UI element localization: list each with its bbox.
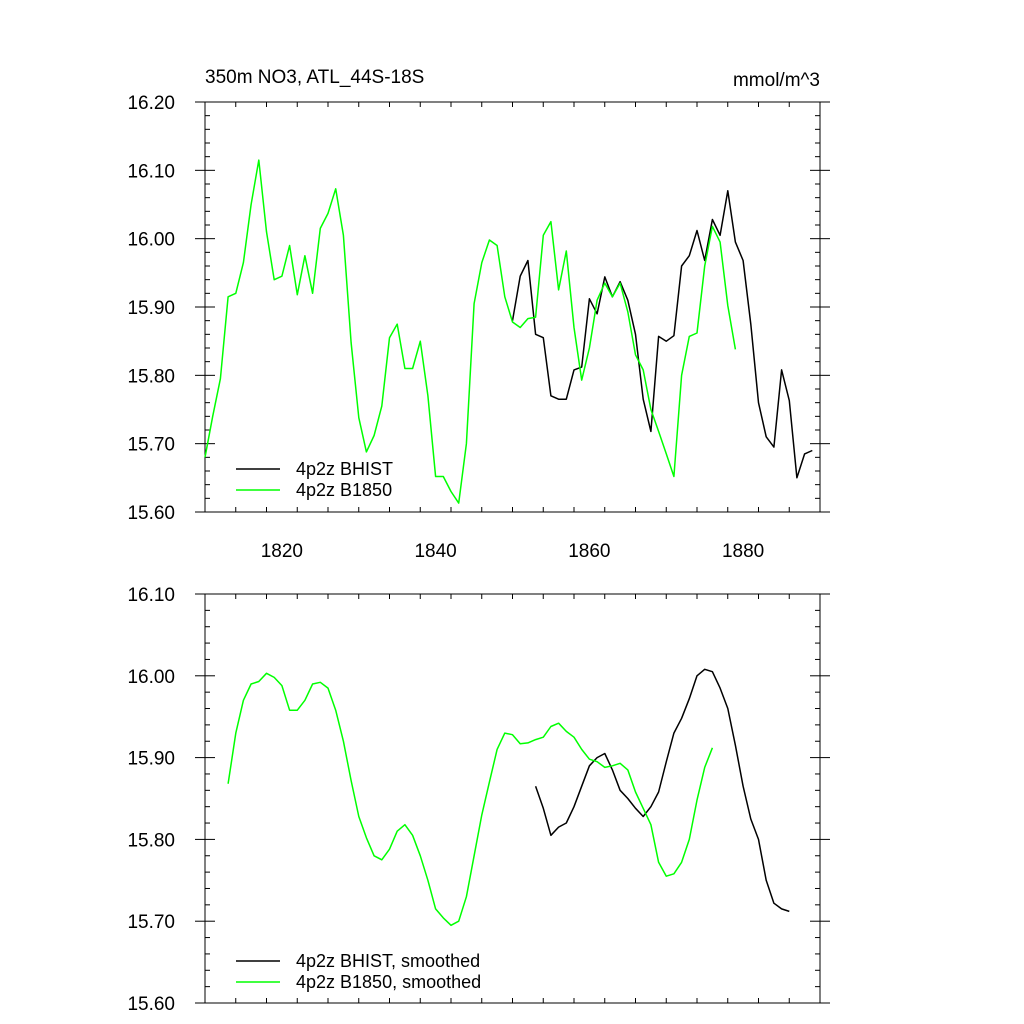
x-tick-label: 1840 [414,541,456,562]
y-tick-label: 15.90 [127,298,175,319]
y-tick-label: 16.20 [127,93,175,114]
y-tick-label: 15.60 [127,994,175,1015]
y-tick-label: 15.80 [127,830,175,851]
series-line-0 [511,190,813,479]
y-tick-label: 15.70 [127,912,175,933]
series-line-1 [227,672,714,927]
legend-label: 4p2z B1850, smoothed [296,972,481,992]
legend-label: 4p2z BHIST, smoothed [296,951,480,971]
y-tick-label: 16.00 [127,230,175,251]
series-line-1 [204,159,737,504]
y-tick-label: 15.70 [127,435,175,456]
x-tick-label: 1820 [261,541,303,562]
y-tick-label: 15.80 [127,366,175,387]
units-label: mmol/m^3 [733,70,820,91]
legend-label: 4p2z BHIST [296,459,393,479]
top-panel: 350m NO3, ATL_44S-18S mmol/m^3 1820 1840 1… [127,67,830,562]
bottom-panel: 15.60 15.70 15.80 15.90 16.00 16.10 4p2z BHIS… [127,585,830,1015]
x-tick-label: 1860 [568,541,610,562]
top-axes: 1820 1840 1860 1880 15.60 15.70 15.80 15.90 16.0… [127,93,830,562]
y-tick-label: 16.00 [127,667,175,688]
y-tick-label: 15.60 [127,503,175,524]
legend-label: 4p2z B1850 [296,480,392,500]
top-plot-lines [204,159,813,504]
y-tick-label: 15.90 [127,749,175,770]
chart-title: 350m NO3, ATL_44S-18S [205,67,424,88]
x-tick-label: 1880 [722,541,764,562]
y-tick-label: 16.10 [127,161,175,182]
plot-frame [204,593,821,1004]
bottom-axes: 15.60 15.70 15.80 15.90 16.00 16.10 [127,585,830,1015]
bottom-plot-lines [227,668,790,927]
series-line-0 [534,668,790,913]
y-tick-label: 16.10 [127,585,175,606]
